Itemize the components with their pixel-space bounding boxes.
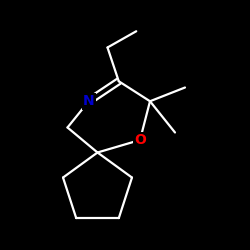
Text: N: N (83, 94, 94, 108)
Text: O: O (134, 133, 146, 147)
